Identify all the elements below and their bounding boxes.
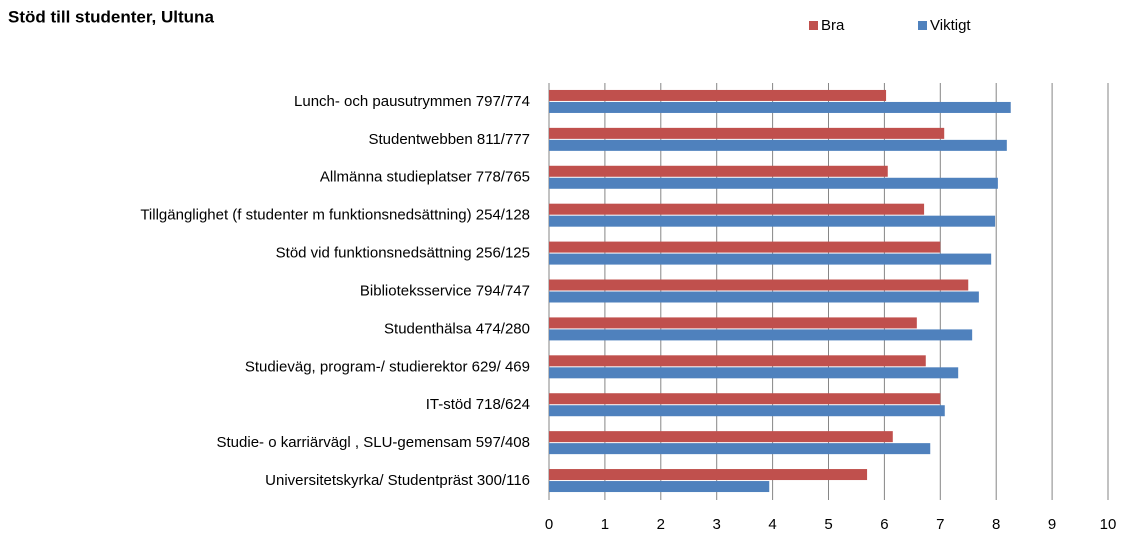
legend-label: Viktigt <box>930 17 971 34</box>
bar <box>549 101 1011 113</box>
x-tick-label: 1 <box>601 516 609 533</box>
bar <box>549 355 926 367</box>
y-tick-label: Lunch- och pausutrymmen 797/774 <box>294 93 530 110</box>
chart-title: Stöd till studenter, Ultuna <box>8 7 214 26</box>
y-tick-label: Studie- o karriärvägl , SLU-gemensam 597… <box>217 434 531 451</box>
bar <box>549 139 1007 151</box>
bar <box>549 469 868 481</box>
bar <box>549 405 945 417</box>
bar <box>549 393 941 405</box>
y-tick-label: Studieväg, program-/ studierektor 629/ 4… <box>245 358 530 375</box>
bar <box>549 203 925 215</box>
y-tick-label: Studentwebben 811/777 <box>368 131 530 148</box>
bar <box>549 481 770 493</box>
y-tick-label: Stöd vid funktionsnedsättning 256/125 <box>276 245 530 262</box>
x-tick-label: 10 <box>1100 516 1117 533</box>
x-tick-label: 3 <box>713 516 721 533</box>
x-tick-label: 5 <box>824 516 832 533</box>
bar <box>549 89 887 101</box>
bar <box>549 253 992 265</box>
bar <box>549 443 931 455</box>
legend-swatch <box>809 21 818 30</box>
x-tick-label: 9 <box>1048 516 1056 533</box>
y-tick-label: Studenthälsa 474/280 <box>384 320 530 337</box>
legend-label: Bra <box>821 17 845 34</box>
bar <box>549 127 945 139</box>
x-tick-label: 0 <box>545 516 553 533</box>
bar <box>549 165 888 177</box>
y-tick-label: IT-stöd 718/624 <box>426 396 530 413</box>
x-tick-label: 7 <box>936 516 944 533</box>
y-tick-label: Biblioteksservice 794/747 <box>360 282 530 299</box>
bar <box>549 279 969 291</box>
bar <box>549 367 959 379</box>
bar <box>549 215 996 227</box>
y-tick-label: Universitetskyrka/ Studentpräst 300/116 <box>265 472 530 489</box>
x-tick-label: 2 <box>657 516 665 533</box>
legend-swatch <box>918 21 927 30</box>
y-tick-label: Allmänna studieplatser 778/765 <box>320 169 530 186</box>
x-tick-label: 8 <box>992 516 1000 533</box>
y-tick-label: Tillgänglighet (f studenter m funktionsn… <box>140 207 530 224</box>
x-tick-label: 6 <box>880 516 888 533</box>
bar <box>549 329 973 341</box>
bar <box>549 431 893 443</box>
bar <box>549 177 998 189</box>
bar <box>549 317 917 329</box>
x-tick-label: 4 <box>768 516 776 533</box>
bar <box>549 241 941 253</box>
bar <box>549 291 979 303</box>
